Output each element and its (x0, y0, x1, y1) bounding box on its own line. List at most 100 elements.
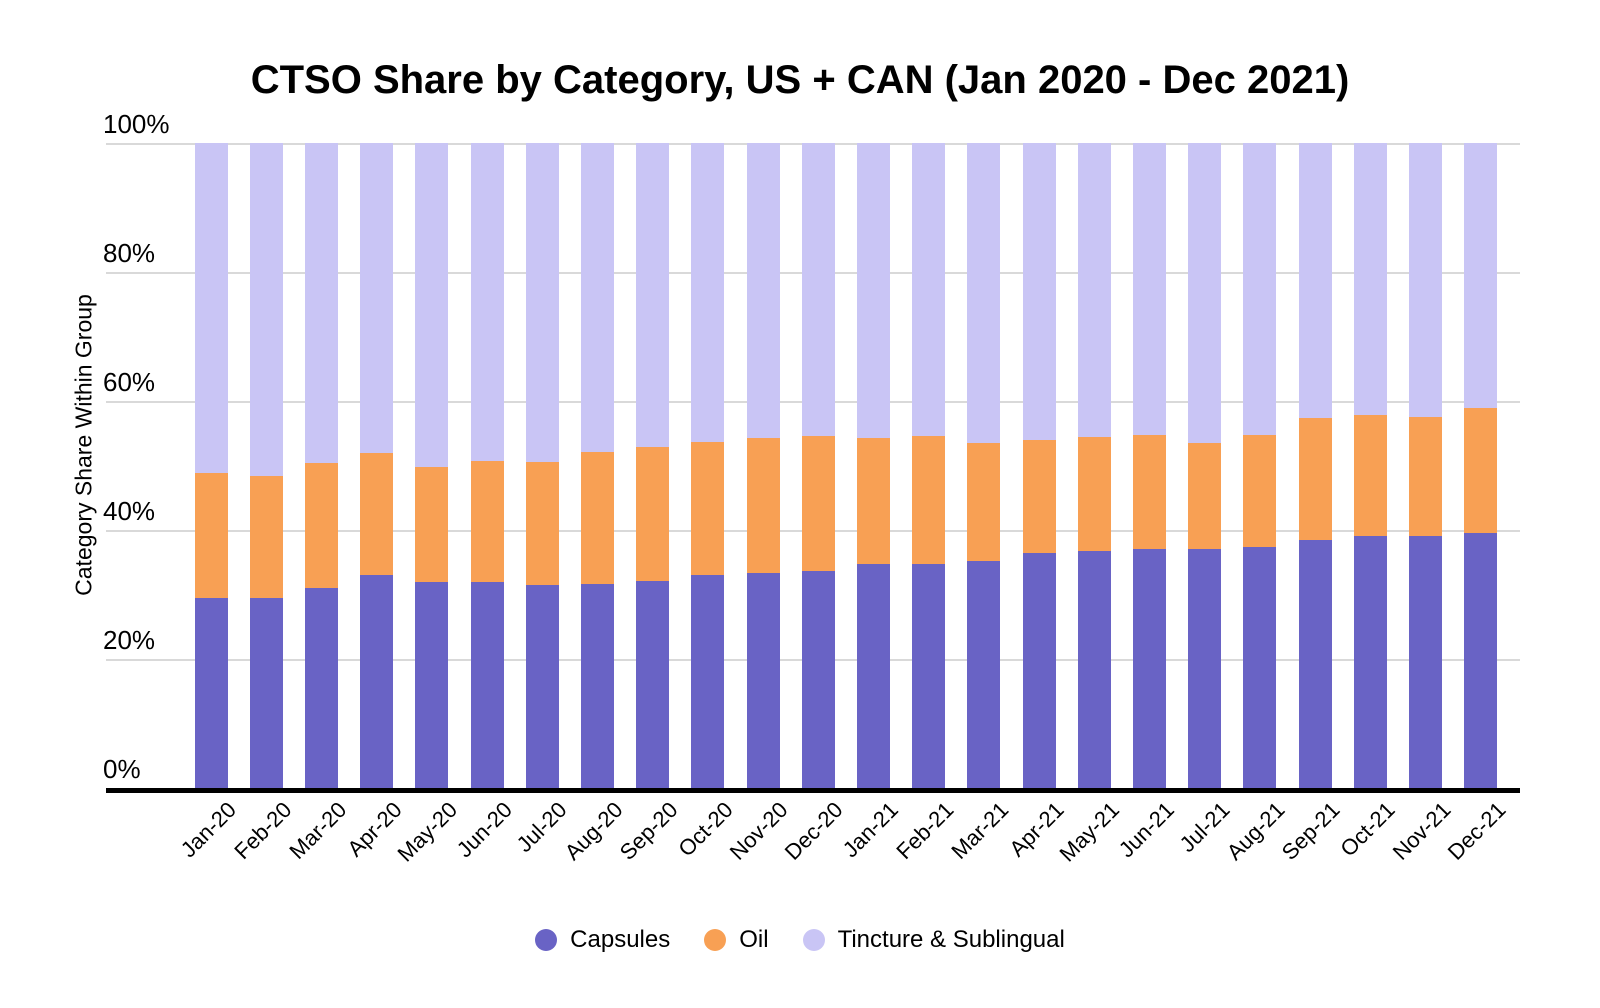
bar-segment-tincture (1298, 143, 1332, 419)
x-tick-label: Jan-20 (175, 797, 241, 863)
stacked-bar (1133, 143, 1166, 788)
y-tick-label: 100% (103, 109, 170, 139)
bar-segment-oil (1022, 439, 1056, 554)
stacked-bar (636, 143, 670, 788)
bar-segment-capsules (691, 575, 725, 788)
bar-segment-tincture (1022, 143, 1056, 440)
bar-segment-oil (415, 466, 449, 582)
legend-label: Tincture & Sublingual (837, 926, 1065, 953)
bar-segment-oil (1188, 442, 1222, 550)
bar-segment-tincture (1353, 143, 1387, 416)
bar-segment-tincture (1464, 143, 1498, 409)
bar-segment-tincture (360, 143, 394, 453)
bar-segment-tincture (581, 143, 614, 452)
stacked-bar (857, 143, 890, 788)
stacked-bar (1298, 143, 1332, 788)
stacked-bar (912, 143, 946, 788)
legend-swatch (704, 929, 727, 951)
bar-segment-oil (857, 437, 890, 565)
bar-segment-tincture (691, 143, 725, 442)
legend-item: Capsules (535, 926, 670, 954)
bar-segment-capsules (470, 581, 504, 788)
bar-segment-tincture (1133, 143, 1166, 435)
stacked-bar (1077, 143, 1111, 788)
bar-segment-capsules (1464, 533, 1498, 788)
x-tick-label: Sep-21 (1276, 797, 1345, 865)
bar-segment-capsules (360, 575, 394, 788)
bar-segment-oil (1298, 418, 1332, 541)
stacked-bar (525, 143, 559, 788)
x-tick-label: Mar-20 (284, 797, 352, 864)
bar-segment-oil (470, 461, 504, 582)
bar-segment-tincture (967, 143, 1001, 443)
bar-segment-tincture (194, 143, 228, 474)
bar-segment-oil (967, 442, 1001, 561)
bar-segment-oil (1077, 437, 1111, 551)
bar-segment-tincture (1409, 143, 1442, 417)
x-tick-label: May-21 (1054, 797, 1124, 867)
x-tick-label: Jun-21 (1113, 797, 1180, 863)
bar-segment-capsules (746, 573, 780, 788)
x-tick-label: Aug-21 (1221, 797, 1290, 865)
stacked-bar (1243, 143, 1277, 788)
bar-segment-capsules (801, 570, 835, 788)
y-tick-label: 60% (103, 367, 156, 397)
bar-segment-capsules (1133, 549, 1166, 788)
x-tick-label: Aug-20 (559, 797, 628, 865)
x-tick-label: Oct-21 (1335, 797, 1400, 862)
bar-segment-oil (1353, 415, 1387, 536)
bar-segment-oil (1243, 435, 1277, 547)
bar-segment-oil (249, 475, 283, 598)
bar-segment-capsules (1298, 540, 1332, 788)
x-tick-label: Nov-20 (724, 797, 793, 865)
legend: Capsules Oil Tincture & Sublingual (0, 918, 1600, 962)
stacked-bar (746, 143, 780, 788)
stacked-bar (691, 143, 725, 788)
bar-segment-oil (691, 441, 725, 576)
y-tick-label: 40% (103, 496, 156, 526)
legend-swatch (802, 929, 825, 951)
stacked-bar (305, 143, 338, 788)
stacked-bar (1464, 143, 1498, 788)
bar-segment-capsules (1022, 553, 1056, 788)
x-tick-label: Feb-21 (891, 797, 959, 864)
bar-segment-tincture (470, 143, 504, 461)
x-tick-label: Jan-21 (837, 797, 904, 863)
y-tick-label: 20% (103, 625, 156, 655)
x-tick-label: May-20 (392, 797, 462, 867)
stacked-bar (415, 143, 449, 788)
x-tick-label: Feb-20 (229, 797, 296, 864)
stacked-bar (581, 143, 614, 788)
stacked-bar (1188, 143, 1222, 788)
bar-segment-capsules (912, 564, 946, 788)
bar-segment-tincture (857, 143, 890, 438)
x-tick-label: Jun-20 (451, 797, 517, 863)
bar-segment-capsules (1188, 549, 1222, 788)
y-axis-title: Category Share Within Group (70, 294, 97, 596)
bar-segment-oil (360, 452, 394, 576)
bar-segment-tincture (1077, 143, 1111, 438)
bar-segment-tincture (636, 143, 670, 447)
bar-segment-oil (746, 437, 780, 574)
bar-segment-capsules (1409, 535, 1442, 788)
stacked-bar (360, 143, 394, 788)
bar-segment-tincture (746, 143, 780, 438)
bar-segment-tincture (249, 143, 283, 476)
y-tick-label: 80% (103, 238, 156, 268)
bar-segment-capsules (1353, 535, 1387, 788)
bar-segment-tincture (525, 143, 559, 462)
legend-label: Capsules (570, 926, 671, 953)
bar-segment-capsules (636, 580, 670, 788)
x-tick-label: Dec-21 (1442, 797, 1511, 865)
bar-segment-oil (305, 462, 338, 589)
stacked-bar (967, 143, 1001, 788)
bar-segment-capsules (194, 597, 228, 788)
bar-segment-capsules (967, 560, 1001, 788)
bar-segment-tincture (305, 143, 338, 463)
bar-segment-capsules (525, 584, 559, 788)
bar-segment-capsules (581, 583, 614, 788)
bar-segment-capsules (857, 564, 890, 788)
bar-segment-oil (1409, 416, 1442, 536)
bar-segment-capsules (1243, 546, 1277, 788)
